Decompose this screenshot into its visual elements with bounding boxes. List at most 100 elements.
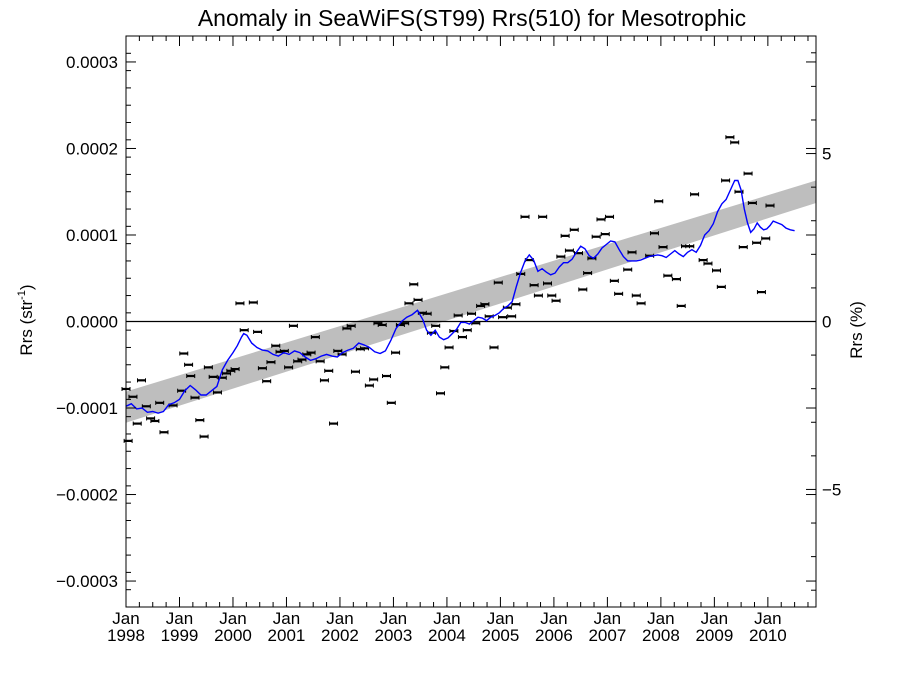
data-point <box>614 291 624 296</box>
data-point <box>208 374 218 379</box>
data-point <box>444 345 454 350</box>
data-point <box>520 214 530 219</box>
x-tick-year-label: 2007 <box>588 626 626 645</box>
data-point <box>738 245 748 250</box>
data-point <box>609 278 619 283</box>
data-point <box>266 360 276 365</box>
trend-band-layer <box>126 180 816 423</box>
data-point <box>685 244 695 249</box>
y-axis-label-main: Rrs (str <box>17 300 36 356</box>
data-point <box>186 373 196 379</box>
data-point <box>288 323 298 328</box>
data-point <box>159 430 169 435</box>
data-point <box>542 281 552 286</box>
data-point <box>756 290 766 295</box>
x-tick-month-label: Jan <box>166 609 193 628</box>
data-point <box>493 280 503 285</box>
x-tick-month-label: Jan <box>701 609 728 628</box>
y2-axis-label: Rrs (%) <box>847 301 866 359</box>
data-point <box>203 365 213 370</box>
x-tick-month-label: Jan <box>754 609 781 628</box>
smoothed-line <box>125 179 795 414</box>
data-point <box>569 227 579 232</box>
data-point <box>329 421 339 426</box>
data-point <box>230 367 240 372</box>
y-tick-label: −0.0002 <box>56 486 118 505</box>
data-point <box>600 232 610 237</box>
data-point <box>507 314 517 319</box>
data-point <box>698 258 708 263</box>
y-tick-label: −0.0001 <box>56 399 118 418</box>
data-point <box>146 416 156 421</box>
data-point <box>440 365 450 370</box>
x-tick-year-label: 2002 <box>321 626 359 645</box>
data-point <box>239 328 249 333</box>
data-point <box>137 378 147 383</box>
data-point <box>564 248 574 253</box>
data-point <box>315 359 325 364</box>
data-point <box>671 277 681 282</box>
data-point <box>480 302 490 307</box>
x-tick-year-label: 1998 <box>107 626 145 645</box>
x-tick-year-label: 2005 <box>482 626 520 645</box>
x-tick-year-label: 2009 <box>695 626 733 645</box>
data-points-layer <box>121 135 775 443</box>
data-point <box>730 140 740 145</box>
data-point <box>538 214 548 219</box>
data-point <box>676 303 686 308</box>
y-tick-label: 0.0002 <box>66 139 118 158</box>
x-tick-month-label: Jan <box>540 609 567 628</box>
data-point <box>596 217 606 222</box>
data-point <box>190 395 200 400</box>
data-point <box>605 214 615 219</box>
data-point <box>346 323 356 328</box>
data-point <box>690 192 700 197</box>
data-point <box>721 178 731 183</box>
data-point <box>262 379 272 384</box>
data-point <box>453 313 463 318</box>
data-point <box>703 261 713 266</box>
data-point <box>310 335 320 340</box>
data-point <box>222 371 232 376</box>
data-point <box>649 231 659 236</box>
data-point <box>467 311 477 316</box>
x-tick-month-label: Jan <box>219 609 246 628</box>
data-point <box>449 328 459 334</box>
data-point <box>636 301 646 306</box>
x-tick-year-label: 2010 <box>749 626 787 645</box>
data-point <box>132 421 142 426</box>
data-point <box>319 378 329 383</box>
data-point <box>342 326 352 331</box>
data-point <box>747 200 757 206</box>
data-point <box>179 351 189 356</box>
data-point <box>306 350 316 355</box>
x-tick-year-label: 1999 <box>161 626 199 645</box>
data-point <box>462 328 472 333</box>
data-point <box>413 297 423 302</box>
data-point <box>422 311 432 316</box>
data-point <box>436 391 446 396</box>
data-point <box>195 418 205 423</box>
data-point <box>457 335 467 340</box>
y2-tick-label: −5 <box>822 480 841 499</box>
y-axis-label-superscript: -1 <box>16 290 28 300</box>
data-point <box>324 368 334 373</box>
data-point <box>631 293 641 298</box>
data-point <box>489 345 499 350</box>
data-point <box>431 323 441 328</box>
data-point <box>248 300 258 305</box>
data-point <box>253 329 263 334</box>
x-tick-month-label: Jan <box>326 609 353 628</box>
data-point <box>743 171 753 176</box>
x-tick-year-label: 2006 <box>535 626 573 645</box>
data-point <box>212 390 222 395</box>
smoothed-line-layer <box>125 179 795 414</box>
x-tick-year-label: 2001 <box>268 626 306 645</box>
data-point <box>128 394 138 399</box>
x-tick-year-label: 2000 <box>214 626 252 645</box>
data-point <box>184 362 194 367</box>
data-point <box>716 284 726 289</box>
data-point <box>369 377 379 382</box>
y-tick-label: 0.0000 <box>66 313 118 332</box>
